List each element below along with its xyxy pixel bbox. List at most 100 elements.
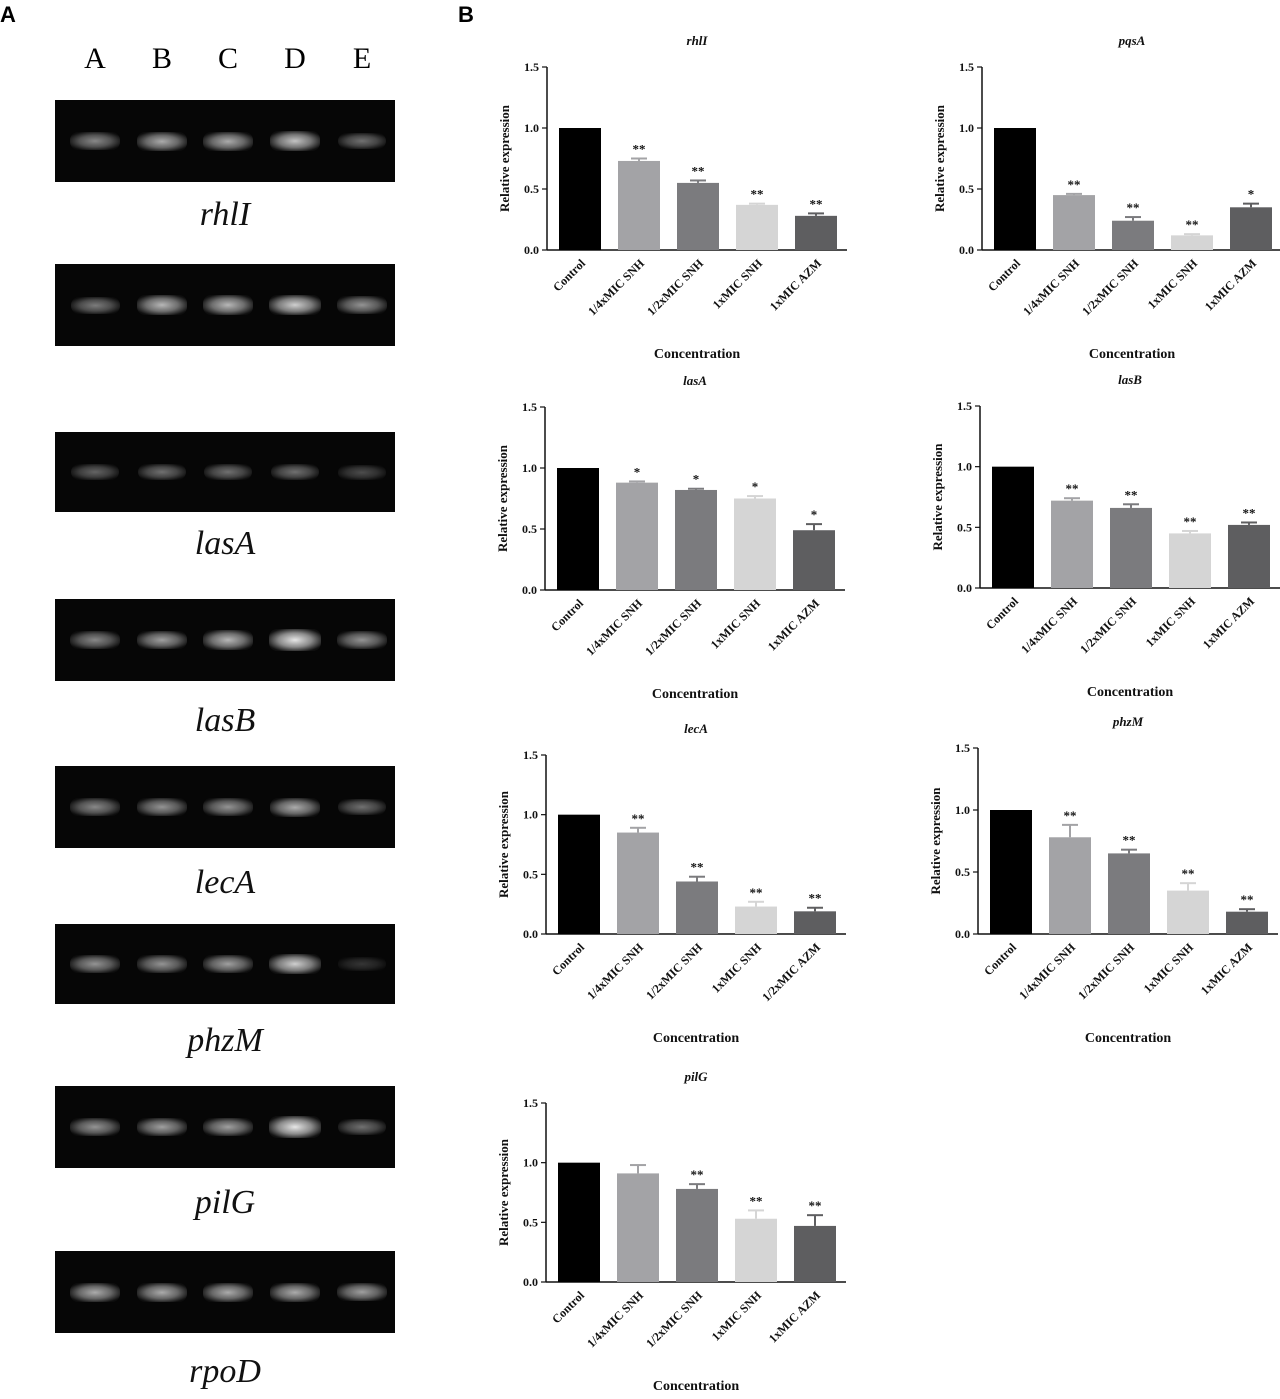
- gel-band-lane-a: [70, 1118, 120, 1136]
- bar-1/4xMIC SNH: [1053, 195, 1095, 250]
- x-axis-label: Concentration: [652, 687, 739, 702]
- chart-title: lasB: [1118, 372, 1142, 387]
- bar-1/2xMIC AZM: [794, 911, 836, 934]
- gel-band-lane-e: [337, 132, 387, 150]
- gel-band-lane-a: [70, 955, 120, 973]
- lane-label-a: A: [84, 42, 106, 75]
- bar-Control: [559, 128, 601, 250]
- x-axis-label: Concentration: [654, 347, 741, 362]
- bar-1xMIC AZM: [794, 1225, 836, 1282]
- significance-marker: **: [1066, 481, 1079, 496]
- gel-band-lane-e: [337, 296, 387, 314]
- y-tick-label: 1.5: [955, 741, 970, 755]
- y-tick-label: 0.0: [523, 927, 538, 941]
- bar-Control: [558, 814, 600, 934]
- gel-band-lane-e: [338, 957, 386, 971]
- gel-band-lane-a: [70, 464, 120, 480]
- y-tick-label: 0.5: [524, 182, 539, 196]
- significance-marker: **: [1182, 866, 1195, 881]
- bar-1xMIC AZM: [1228, 524, 1270, 588]
- gel-band-lane-c: [203, 798, 253, 816]
- bar-1xMIC AZM: [1230, 207, 1272, 250]
- gel-band-lane-d: [269, 797, 321, 817]
- bar-1xMIC SNH: [736, 204, 778, 250]
- bar-1xMIC SNH: [735, 906, 777, 934]
- chart-title: pqsA: [1118, 33, 1146, 48]
- bar-1/4xMIC SNH: [616, 482, 658, 590]
- y-axis-label: Relative expression: [497, 104, 512, 212]
- y-tick-label: 0.0: [524, 243, 539, 257]
- significance-marker: **: [750, 1193, 763, 1208]
- y-tick-label: 0.0: [522, 583, 537, 597]
- bar-1xMIC SNH: [1169, 533, 1211, 588]
- y-tick-label: 1.5: [959, 60, 974, 74]
- gel-band-lane-c: [202, 295, 254, 315]
- gel-band-lane-e: [337, 1118, 387, 1136]
- gel-band-lane-b: [137, 630, 187, 650]
- gel-band-lane-c: [203, 463, 253, 481]
- significance-marker: **: [1184, 514, 1197, 529]
- significance-marker: **: [691, 860, 704, 875]
- y-tick-label: 1.0: [522, 461, 537, 475]
- chart-phzM: phzM 0.0 0.5 1.0 1.5 Relative expression Contr…: [928, 714, 1278, 1046]
- x-tick-label: 1/2xMIC SNH: [642, 596, 704, 658]
- lane-label-c: C: [217, 42, 239, 75]
- x-tick-label: 1xMIC AZM: [765, 596, 822, 653]
- bar-1xMIC AZM: [1226, 911, 1268, 934]
- chart-title: phzM: [1112, 714, 1144, 729]
- bar-1/4xMIC SNH: [618, 160, 660, 250]
- significance-marker: *: [1248, 187, 1255, 202]
- gel-band-lane-a: [70, 631, 120, 649]
- gel-lane-labels: A B C D E: [55, 42, 395, 86]
- panel-a-label: A: [0, 2, 16, 27]
- y-tick-label: 1.0: [523, 808, 538, 822]
- chart-title: pilG: [683, 1069, 708, 1084]
- significance-marker: **: [1125, 487, 1138, 502]
- x-tick-label: 1xMIC SNH: [710, 256, 766, 312]
- gel-band-lane-b: [137, 798, 187, 816]
- x-tick-label: Control: [981, 940, 1019, 978]
- x-axis-label: Concentration: [1089, 347, 1176, 362]
- y-tick-label: 0.5: [522, 522, 537, 536]
- y-tick-label: 1.0: [959, 121, 974, 135]
- y-axis-label: Relative expression: [496, 1138, 511, 1246]
- y-tick-label: 1.0: [524, 121, 539, 135]
- x-tick-label: 1xMIC SNH: [709, 1288, 765, 1344]
- gel-strip-lasb: [55, 599, 395, 681]
- significance-marker: **: [1123, 833, 1136, 848]
- gel-strip-pilg: [55, 1086, 395, 1168]
- gel-band-lane-b: [137, 955, 187, 973]
- gel-band-lane-c: [203, 1117, 253, 1137]
- gel-band-lane-a: [69, 1282, 121, 1302]
- gel-band-lane-b: [136, 1282, 188, 1302]
- y-axis-label: Relative expression: [928, 787, 943, 895]
- x-axis-label: Concentration: [653, 1031, 740, 1046]
- x-tick-label: Control: [549, 940, 587, 978]
- gel-band-lane-d: [269, 131, 321, 151]
- x-tick-label: 1xMIC SNH: [709, 940, 765, 996]
- y-tick-label: 1.5: [522, 400, 537, 414]
- x-tick-label: 1/2xMIC SNH: [1077, 594, 1139, 656]
- gel-strip-leca: [55, 766, 395, 848]
- gel-band-lane-c: [202, 131, 254, 151]
- x-tick-label: 1xMIC AZM: [1202, 256, 1259, 313]
- gel-band-lane-c: [202, 1282, 254, 1302]
- y-tick-label: 1.5: [523, 1096, 538, 1110]
- gel-band-lane-a: [70, 296, 120, 314]
- bar-1/2xMIC SNH: [676, 1188, 718, 1282]
- x-tick-label: Control: [548, 596, 586, 634]
- gel-band-lane-a: [70, 798, 120, 816]
- x-tick-label: 1/2xMIC AZM: [759, 940, 823, 1004]
- significance-marker: **: [692, 163, 705, 178]
- x-tick-label: Control: [985, 256, 1023, 294]
- x-tick-label: Control: [983, 594, 1021, 632]
- bar-Control: [994, 128, 1036, 250]
- y-tick-label: 0.0: [959, 243, 974, 257]
- bar-1xMIC AZM: [795, 215, 837, 250]
- y-axis-label: Relative expression: [496, 790, 511, 898]
- significance-marker: **: [809, 891, 822, 906]
- x-axis-label: Concentration: [1085, 1031, 1172, 1046]
- bar-Control: [990, 810, 1032, 934]
- lane-label-d: D: [284, 42, 306, 75]
- gel-band-lane-b: [136, 295, 188, 315]
